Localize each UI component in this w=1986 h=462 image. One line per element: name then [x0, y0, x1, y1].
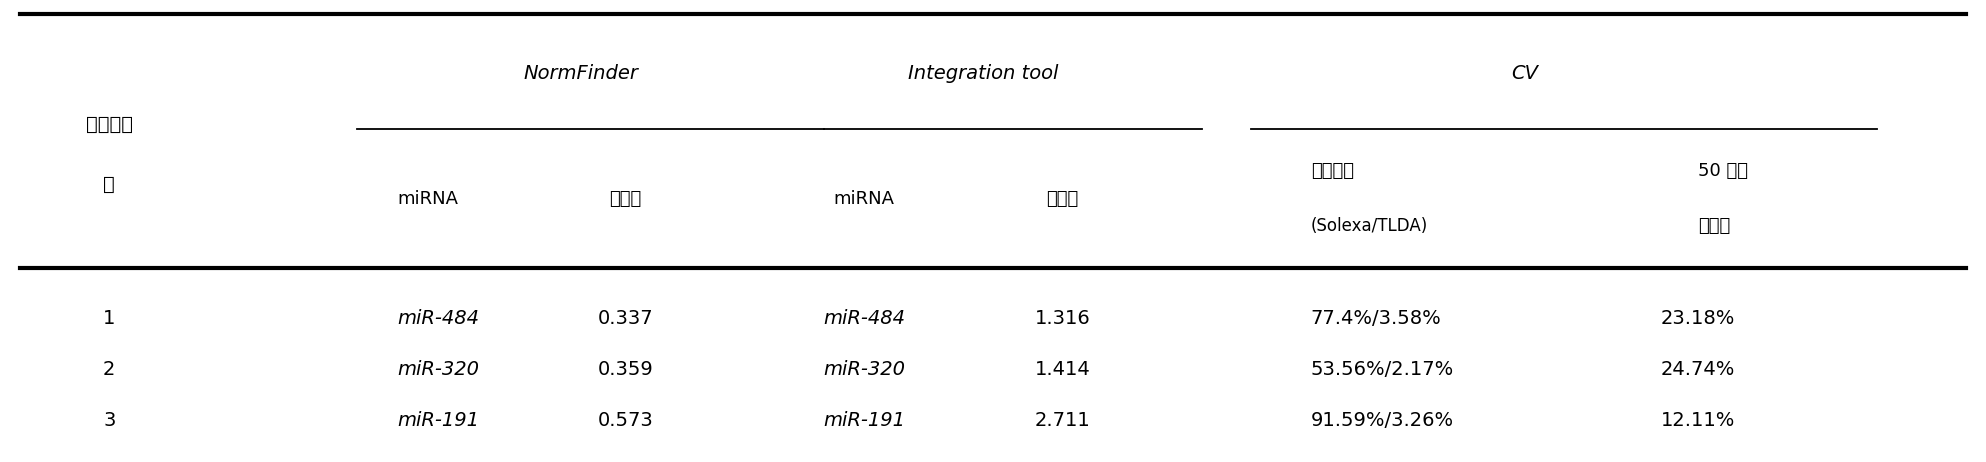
Text: 稳定值: 稳定值	[1047, 190, 1078, 207]
Text: 91.59%/3.26%: 91.59%/3.26%	[1311, 411, 1454, 430]
Text: miRNA: miRNA	[834, 190, 894, 207]
Text: miR-320: miR-320	[397, 360, 479, 379]
Text: 23.18%: 23.18%	[1660, 309, 1736, 328]
Text: 12.11%: 12.11%	[1660, 411, 1736, 430]
Text: 1: 1	[103, 309, 115, 328]
Text: 0.573: 0.573	[598, 411, 653, 430]
Text: CV: CV	[1511, 64, 1537, 84]
Text: Integration tool: Integration tool	[908, 64, 1059, 84]
Text: 1.316: 1.316	[1035, 309, 1090, 328]
Text: 24.74%: 24.74%	[1660, 360, 1736, 379]
Text: miR-191: miR-191	[397, 411, 479, 430]
Text: 2.711: 2.711	[1035, 411, 1090, 430]
Text: 合并样本: 合并样本	[1311, 162, 1354, 180]
Text: miR-484: miR-484	[822, 309, 906, 328]
Text: 3: 3	[103, 411, 115, 430]
Text: 稳定值: 稳定值	[610, 190, 641, 207]
Text: 53.56%/2.17%: 53.56%/2.17%	[1311, 360, 1454, 379]
Text: (Solexa/TLDA): (Solexa/TLDA)	[1311, 218, 1428, 235]
Text: 50 例单: 50 例单	[1698, 162, 1748, 180]
Text: 0.359: 0.359	[598, 360, 653, 379]
Text: 1.414: 1.414	[1035, 360, 1090, 379]
Text: 2: 2	[103, 360, 115, 379]
Text: NormFinder: NormFinder	[524, 64, 638, 84]
Text: 稳定性排: 稳定性排	[85, 115, 133, 134]
Text: miR-484: miR-484	[397, 309, 479, 328]
Text: miR-320: miR-320	[822, 360, 906, 379]
Text: 77.4%/3.58%: 77.4%/3.58%	[1311, 309, 1442, 328]
Text: miR-191: miR-191	[822, 411, 906, 430]
Text: miRNA: miRNA	[397, 190, 459, 207]
Text: 0.337: 0.337	[598, 309, 653, 328]
Text: 个样本: 个样本	[1698, 218, 1730, 235]
Text: 序: 序	[103, 175, 115, 195]
